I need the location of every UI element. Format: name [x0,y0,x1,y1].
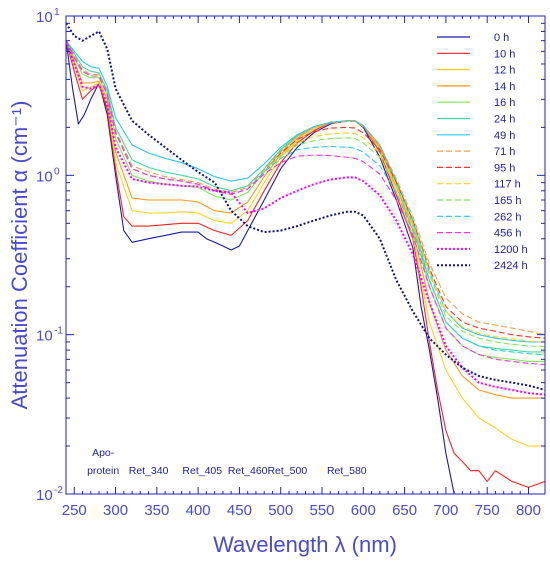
annotation-label: Ret_500 [267,465,307,477]
series-line-1200h [66,40,545,396]
legend-label: 71 h [494,146,515,158]
y-tick-exponent: -2 [54,485,63,496]
annotation-label: Ret_340 [129,465,169,477]
annotation-label: Ret_405 [182,465,222,477]
legend-label: 0 h [494,32,509,44]
legend: 0 h 10 h 12 h 14 h 16 h 24 h 49 h 71 h 95 h 117 h… [437,32,528,272]
y-tick-label: 10 [36,328,53,345]
x-tick-label: 650 [392,502,417,519]
x-tick-label: 300 [103,502,128,519]
legend-label: 24 h [494,114,515,126]
annotations: Apo-protein Ret_340 Ret_405 Ret_460 Ret_500 R… [87,447,367,477]
series-line-2424h [66,22,545,391]
x-axis-label: Wavelength λ (nm) [213,532,397,557]
legend-label: 1200 h [494,244,528,256]
legend-label: 49 h [494,130,515,142]
series-line-456h [66,40,545,366]
x-tick-label: 350 [144,502,169,519]
annotation-label: protein [87,465,119,477]
series-line-10h [66,40,545,488]
legend-label: 10 h [494,48,515,60]
legend-label: 456 h [494,228,522,240]
series-layer [66,22,545,494]
x-tick-label: 600 [351,502,376,519]
y-tick-label: 10 [36,168,53,185]
y-tick-label: 10 [36,487,53,504]
x-axis: 250 300 350 400 450 500 550 600 650 700 750 800 [62,16,541,519]
x-tick-label: 550 [310,502,335,519]
annotation-label: Apo- [92,447,115,459]
legend-label: 165 h [494,195,522,207]
x-tick-label: 700 [433,502,458,519]
y-axis-label: Attenuation Coefficient α (cm⁻¹) [7,101,32,410]
y-tick-label: 10 [36,9,53,26]
x-tick-label: 450 [227,502,252,519]
annotation-label: Ret_580 [327,465,367,477]
y-tick-exponent: 0 [54,166,60,177]
x-tick-label: 750 [475,502,500,519]
legend-label: 12 h [494,65,515,77]
legend-label: 16 h [494,97,515,109]
x-tick-label: 500 [268,502,293,519]
x-tick-label: 400 [186,502,211,519]
legend-label: 14 h [494,81,515,93]
annotation-label: Ret_460 [228,465,268,477]
legend-label: 262 h [494,211,522,223]
y-tick-exponent: 1 [54,7,60,18]
legend-label: 95 h [494,162,515,174]
legend-label: 117 h [494,179,521,191]
legend-label: 2424 h [494,260,528,272]
x-tick-label: 250 [62,502,87,519]
x-tick-label: 800 [516,502,541,519]
y-tick-exponent: -1 [54,326,63,337]
